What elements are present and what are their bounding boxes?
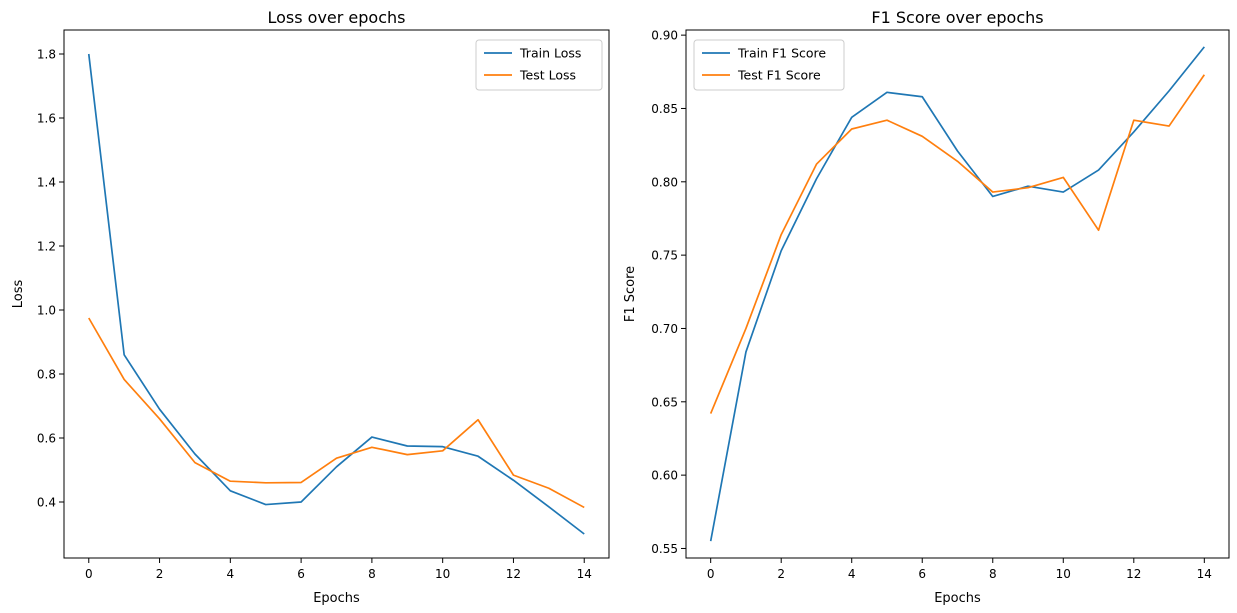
plot-frame	[63, 29, 610, 559]
legend-label: Test Loss	[519, 68, 576, 83]
y-tick-label: 0.70	[651, 322, 678, 336]
legend-label: Test F1 Score	[737, 68, 821, 83]
chart-title: Loss over epochs	[267, 8, 405, 27]
y-tick-label: 0.60	[651, 469, 678, 483]
y-tick-label: 1.2	[37, 240, 56, 254]
x-tick-label: 6	[918, 567, 926, 581]
legend: Train Loss Test Loss	[475, 39, 603, 91]
y-tick-label: 1.8	[37, 48, 56, 62]
x-axis-label: Epochs	[313, 591, 360, 606]
test-f1-score-line	[709, 74, 1206, 414]
x-tick-label: 4	[848, 567, 856, 581]
train-f1-score-line	[709, 46, 1205, 542]
y-axis-label: Loss	[11, 280, 26, 309]
x-tick-label: 2	[777, 567, 785, 581]
legend-label: Train Loss	[519, 46, 581, 61]
x-tick-label: 2	[156, 567, 164, 581]
x-tick-label: 8	[989, 567, 997, 581]
x-tick-label: 4	[227, 567, 235, 581]
legend-label: Train F1 Score	[737, 46, 826, 61]
loss-chart: Loss over epochs Epochs Loss 0 2 4 6 8 10 12 14 0.4…	[11, 8, 610, 606]
x-axis-label: Epochs	[934, 591, 981, 606]
test-loss-line	[88, 317, 585, 509]
y-tick-label: 0.85	[651, 102, 678, 116]
y-tick-label: 1.4	[37, 176, 56, 190]
y-axis-label: F1 Score	[623, 266, 638, 322]
x-tick-label: 12	[1126, 567, 1141, 581]
f1-score-chart: F1 Score over epochs Epochs F1 Score 0 2 4 6 8 1…	[623, 8, 1230, 606]
legend-box	[693, 39, 845, 91]
x-tick-label: 12	[506, 567, 521, 581]
plot-frame	[685, 29, 1230, 559]
x-tick-label: 14	[1197, 567, 1212, 581]
y-tick-label: 0.75	[651, 249, 678, 263]
y-tick-label: 0.6	[37, 432, 56, 446]
x-tick-label: 8	[368, 567, 376, 581]
x-tick-label: 6	[297, 567, 305, 581]
y-tick-label: 0.8	[37, 368, 56, 382]
x-tick-label: 10	[435, 567, 450, 581]
y-tick-label: 0.90	[651, 29, 678, 43]
y-tick-label: 0.4	[37, 496, 56, 510]
y-tick-label: 0.65	[651, 395, 678, 409]
y-tick-label: 1.6	[37, 112, 56, 126]
train-loss-line	[87, 53, 585, 535]
y-tick-label: 0.80	[651, 175, 678, 189]
legend: Train F1 Score Test F1 Score	[693, 39, 845, 91]
y-tick-label: 0.55	[651, 542, 678, 556]
y-tick-label: 1.0	[37, 304, 56, 318]
x-tick-label: 14	[577, 567, 592, 581]
x-tick-label: 0	[85, 567, 93, 581]
x-tick-label: 10	[1056, 567, 1071, 581]
x-tick-label: 0	[707, 567, 715, 581]
chart-title: F1 Score over epochs	[871, 8, 1043, 27]
